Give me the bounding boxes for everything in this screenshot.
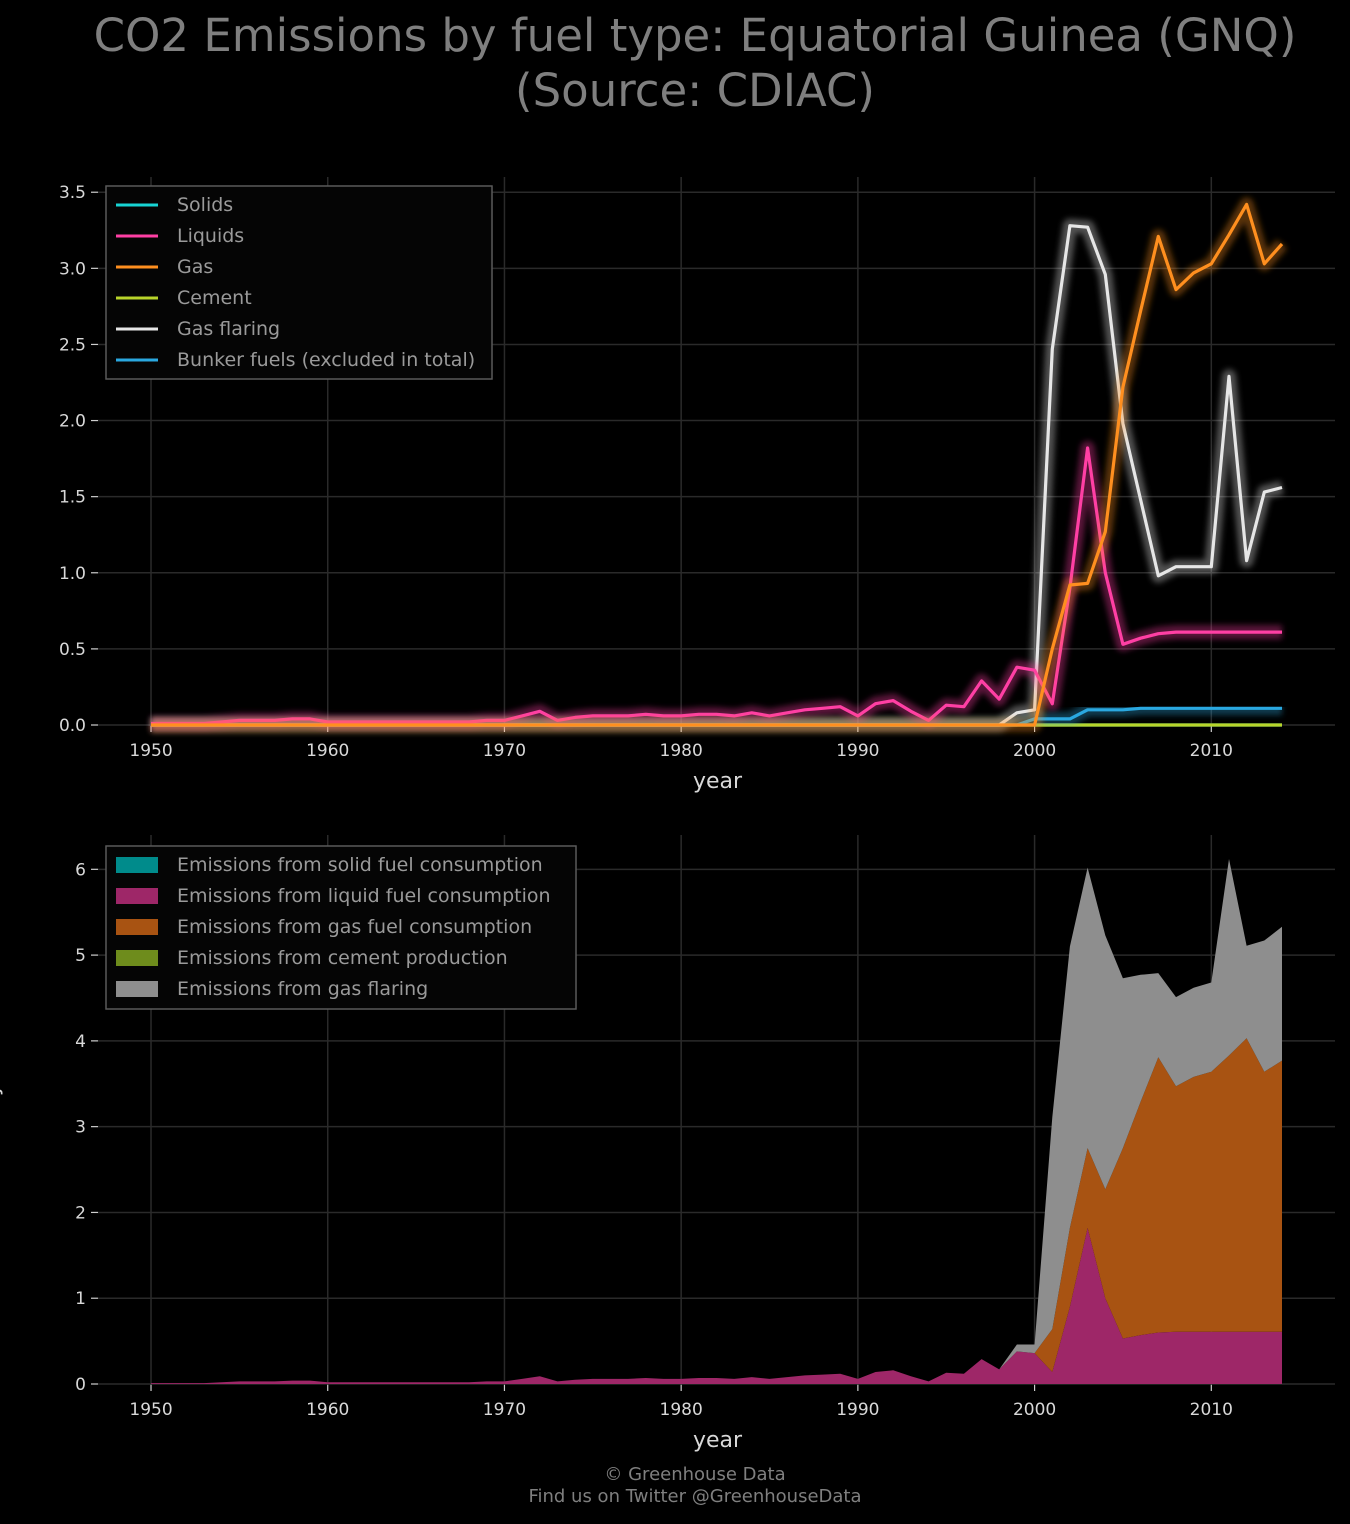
stacked-area-chart-panel: 1950 1960 1970 1980 1990 2000 2010 0 1 2 3 4 5 6 year M… xyxy=(0,835,1335,1453)
p2-xtick-label: 2010 xyxy=(1190,1400,1233,1420)
area-flaring xyxy=(151,859,1282,1384)
chart-title: CO2 Emissions by fuel type: Equatorial G… xyxy=(0,8,1350,118)
p1-ytick-label: 1.0 xyxy=(59,564,86,584)
p1-ytick-label: 0.5 xyxy=(59,640,86,660)
p1-ytick-label: 3.5 xyxy=(59,183,86,203)
p2-ytick-label: 1 xyxy=(75,1289,86,1309)
p1-legend-label: Bunker fuels (excluded in total) xyxy=(177,349,475,371)
p2-xlabel: year xyxy=(693,1428,743,1453)
p2-ytick-label: 3 xyxy=(75,1118,86,1138)
series-line-gas xyxy=(151,202,1284,727)
p1-xtick-label: 1950 xyxy=(129,741,172,761)
p1-xtick-label: 2010 xyxy=(1190,741,1233,761)
p1-ytick-label: 2.0 xyxy=(59,412,86,432)
p1-legend-label: Liquids xyxy=(177,225,244,247)
p2-legend-label: Emissions from gas fuel consumption xyxy=(177,916,532,938)
p2-legend-swatch xyxy=(116,888,158,904)
p2-ytick-label: 0 xyxy=(75,1375,86,1395)
line-chart-panel: 1950 1960 1970 1980 1990 2000 2010 0.0 0.5 1.0 1.5… xyxy=(59,177,1335,794)
p2-legend-label: Emissions from solid fuel consumption xyxy=(177,854,543,876)
p2-legend-frame xyxy=(105,845,577,1010)
p2-xtick-label: 1990 xyxy=(836,1400,879,1420)
p2-legend-label: Emissions from cement production xyxy=(177,947,508,969)
p1-legend-label: Gas flaring xyxy=(177,318,280,340)
twitter-text: Find us on Twitter @GreenhouseData xyxy=(528,1486,862,1507)
p1-legend-label: Gas xyxy=(177,256,213,278)
p1-ytick-label: 0.0 xyxy=(59,716,86,736)
chart-title-line2: (Source: CDIAC) xyxy=(515,64,875,117)
p2-ytick-label: 4 xyxy=(75,1032,86,1052)
p1-xlabel: year xyxy=(693,769,743,794)
footer: © Greenhouse Data Find us on Twitter @Gr… xyxy=(0,1464,1350,1508)
p1-xtick-label: 1960 xyxy=(306,741,349,761)
p1-ytick-label: 1.5 xyxy=(59,488,86,508)
chart-title-line1: CO2 Emissions by fuel type: Equatorial G… xyxy=(93,9,1297,62)
p2-ylabel: MtCO2/year xyxy=(0,1049,3,1174)
p2-xtick-label: 1980 xyxy=(660,1400,703,1420)
p2-ytick-label: 2 xyxy=(75,1203,86,1223)
p2-legend-swatch xyxy=(116,919,158,935)
p1-legend-label: Cement xyxy=(177,287,252,309)
p1-ytick-label: 2.5 xyxy=(59,335,86,355)
p1-xtick-label: 1970 xyxy=(483,741,526,761)
p2-ytick-label: 6 xyxy=(75,860,86,880)
p2-legend-label: Emissions from liquid fuel consumption xyxy=(177,885,551,907)
p2-xtick-label: 1960 xyxy=(306,1400,349,1420)
p2-legend-swatch xyxy=(116,981,158,997)
p1-xtick-label: 1980 xyxy=(660,741,703,761)
p2-xtick-label: 1950 xyxy=(129,1400,172,1420)
p1-xtick-label: 2000 xyxy=(1013,741,1056,761)
p2-xtick-label: 2000 xyxy=(1013,1400,1056,1420)
p2-ytick-label: 5 xyxy=(75,946,86,966)
p2-legend-swatch xyxy=(116,857,158,873)
p1-legend-frame xyxy=(105,185,493,380)
p2-xtick-label: 1970 xyxy=(483,1400,526,1420)
p1-legend-label: Solids xyxy=(177,194,233,216)
area-liquids xyxy=(151,1227,1282,1384)
copyright-text: © Greenhouse Data xyxy=(604,1464,786,1485)
p1-xtick-label: 1990 xyxy=(836,741,879,761)
p2-legend-swatch xyxy=(116,950,158,966)
p2-legend-label: Emissions from gas flaring xyxy=(177,978,428,1000)
p1-ytick-label: 3.0 xyxy=(59,259,86,279)
